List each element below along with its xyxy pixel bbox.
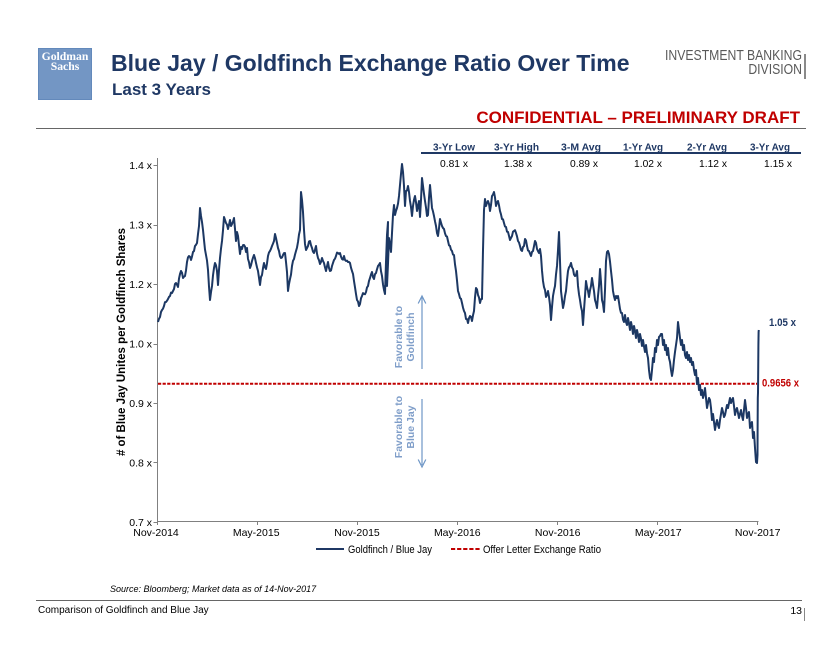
svg-text:Offer Letter Exchange Ratio: Offer Letter Exchange Ratio bbox=[483, 544, 601, 556]
svg-text:Favorable to: Favorable to bbox=[393, 396, 405, 458]
svg-text:Nov-2014: Nov-2014 bbox=[133, 527, 179, 539]
svg-text:# of Blue Jay Unites per Goldf: # of Blue Jay Unites per Goldfinch Share… bbox=[116, 228, 128, 456]
svg-text:Blue Jay: Blue Jay bbox=[405, 405, 417, 448]
svg-text:3-Yr Avg: 3-Yr Avg bbox=[750, 142, 790, 154]
svg-text:3-Yr High: 3-Yr High bbox=[494, 142, 539, 154]
svg-text:3-M Avg: 3-M Avg bbox=[561, 142, 601, 154]
svg-text:May-2015: May-2015 bbox=[233, 527, 280, 539]
svg-text:0.89 x: 0.89 x bbox=[570, 158, 599, 170]
svg-text:1-Yr Avg: 1-Yr Avg bbox=[623, 142, 663, 154]
svg-text:1.0 x: 1.0 x bbox=[129, 339, 153, 351]
svg-text:1.3 x: 1.3 x bbox=[129, 220, 153, 232]
svg-text:May-2017: May-2017 bbox=[635, 527, 682, 539]
svg-text:3-Yr Low: 3-Yr Low bbox=[433, 142, 476, 154]
svg-text:Goldfinch: Goldfinch bbox=[405, 313, 417, 362]
svg-text:1.05 x: 1.05 x bbox=[769, 317, 797, 329]
svg-text:1.02 x: 1.02 x bbox=[634, 158, 663, 170]
svg-text:0.8 x: 0.8 x bbox=[129, 458, 153, 470]
svg-text:0.9656 x: 0.9656 x bbox=[762, 378, 800, 390]
svg-text:May-2016: May-2016 bbox=[434, 527, 481, 539]
svg-text:1.12 x: 1.12 x bbox=[699, 158, 728, 170]
svg-text:1.38 x: 1.38 x bbox=[504, 158, 533, 170]
svg-text:0.81 x: 0.81 x bbox=[440, 158, 469, 170]
svg-text:Goldfinch / Blue Jay: Goldfinch / Blue Jay bbox=[348, 544, 432, 556]
svg-text:1.4 x: 1.4 x bbox=[129, 160, 153, 172]
svg-text:0.9 x: 0.9 x bbox=[129, 398, 153, 410]
svg-text:Nov-2016: Nov-2016 bbox=[535, 527, 581, 539]
svg-text:Nov-2017: Nov-2017 bbox=[735, 527, 781, 539]
svg-text:1.15 x: 1.15 x bbox=[764, 158, 793, 170]
svg-text:1.2 x: 1.2 x bbox=[129, 279, 153, 291]
svg-text:Favorable to: Favorable to bbox=[393, 306, 405, 368]
svg-text:0.7 x: 0.7 x bbox=[129, 517, 153, 529]
svg-text:2-Yr Avg: 2-Yr Avg bbox=[687, 142, 727, 154]
svg-text:Nov-2015: Nov-2015 bbox=[334, 527, 380, 539]
